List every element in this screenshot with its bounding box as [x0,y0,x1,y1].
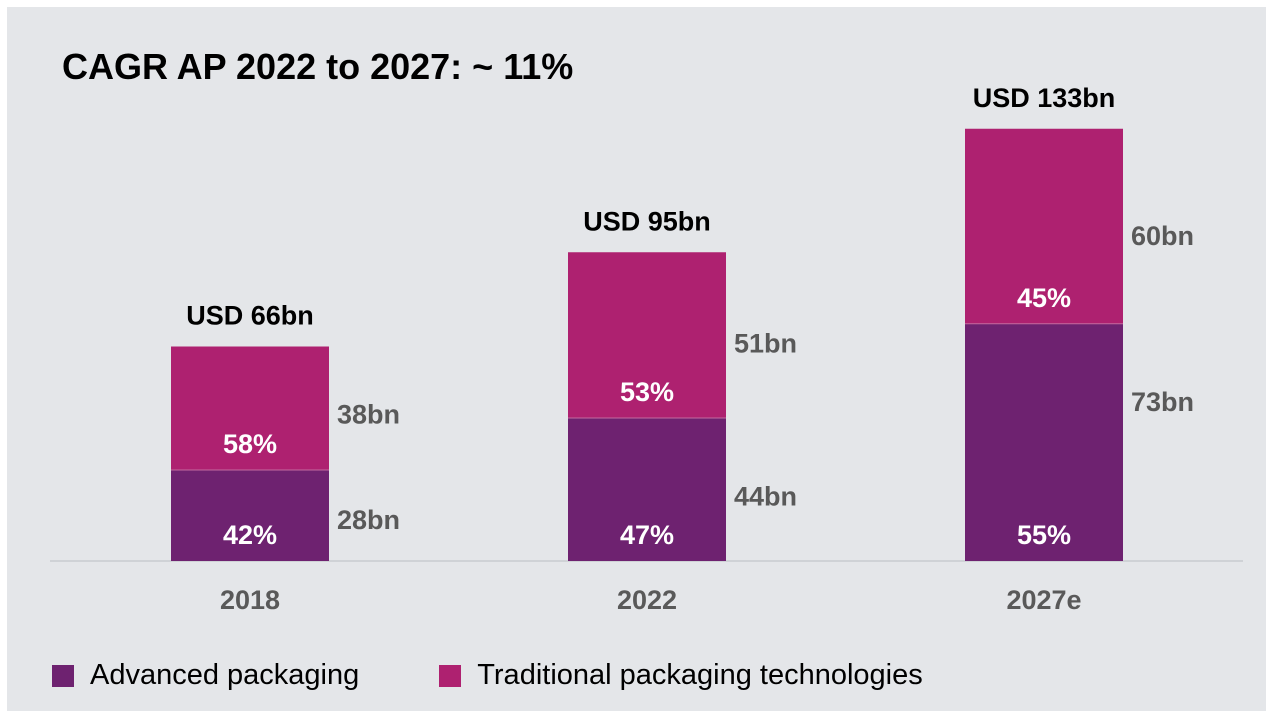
legend-swatch-advanced-packaging [52,664,74,687]
chart-title: CAGR AP 2022 to 2027: ~ 11% [62,46,574,87]
value-label-advanced-2018: 28bn [337,505,400,535]
category-label-2018: 2018 [220,585,280,615]
percent-label-traditional-2022: 53% [620,377,674,407]
value-label-traditional-2018: 38bn [337,399,400,429]
value-label-advanced-2022: 44bn [734,482,797,512]
percent-label-advanced-2022: 47% [620,520,674,550]
legend-swatch-traditional-packaging [439,664,462,687]
bar-advanced-2018 [171,470,329,561]
category-label-2022: 2022 [617,585,677,615]
bar-traditional-2027e [965,128,1123,324]
total-label-2018: USD 66bn [186,301,314,331]
value-label-traditional-2022: 51bn [734,328,797,358]
percent-label-advanced-2018: 42% [223,520,277,550]
value-label-traditional-2027e: 60bn [1131,221,1194,251]
legend-item-advanced-packaging: Advanced packaging [52,659,359,692]
legend-item-traditional-packaging: Traditional packaging technologies [439,659,923,692]
chart-legend: Advanced packaging Traditional packaging… [52,659,1003,692]
category-label-2027e: 2027e [1006,585,1081,615]
value-label-advanced-2027e: 73bn [1131,387,1194,417]
bar-traditional-2018 [171,346,329,470]
bar-advanced-2022 [568,418,726,561]
percent-label-advanced-2027e: 55% [1017,520,1071,550]
total-label-2022: USD 95bn [583,206,711,236]
percent-label-traditional-2027e: 45% [1017,283,1071,313]
total-label-2027e: USD 133bn [973,83,1116,113]
bar-traditional-2022 [568,252,726,418]
percent-label-traditional-2018: 58% [223,429,277,459]
bar-advanced-2027e [965,323,1123,561]
legend-label-advanced-packaging: Advanced packaging [90,659,360,691]
legend-label-traditional-packaging: Traditional packaging technologies [477,659,923,691]
